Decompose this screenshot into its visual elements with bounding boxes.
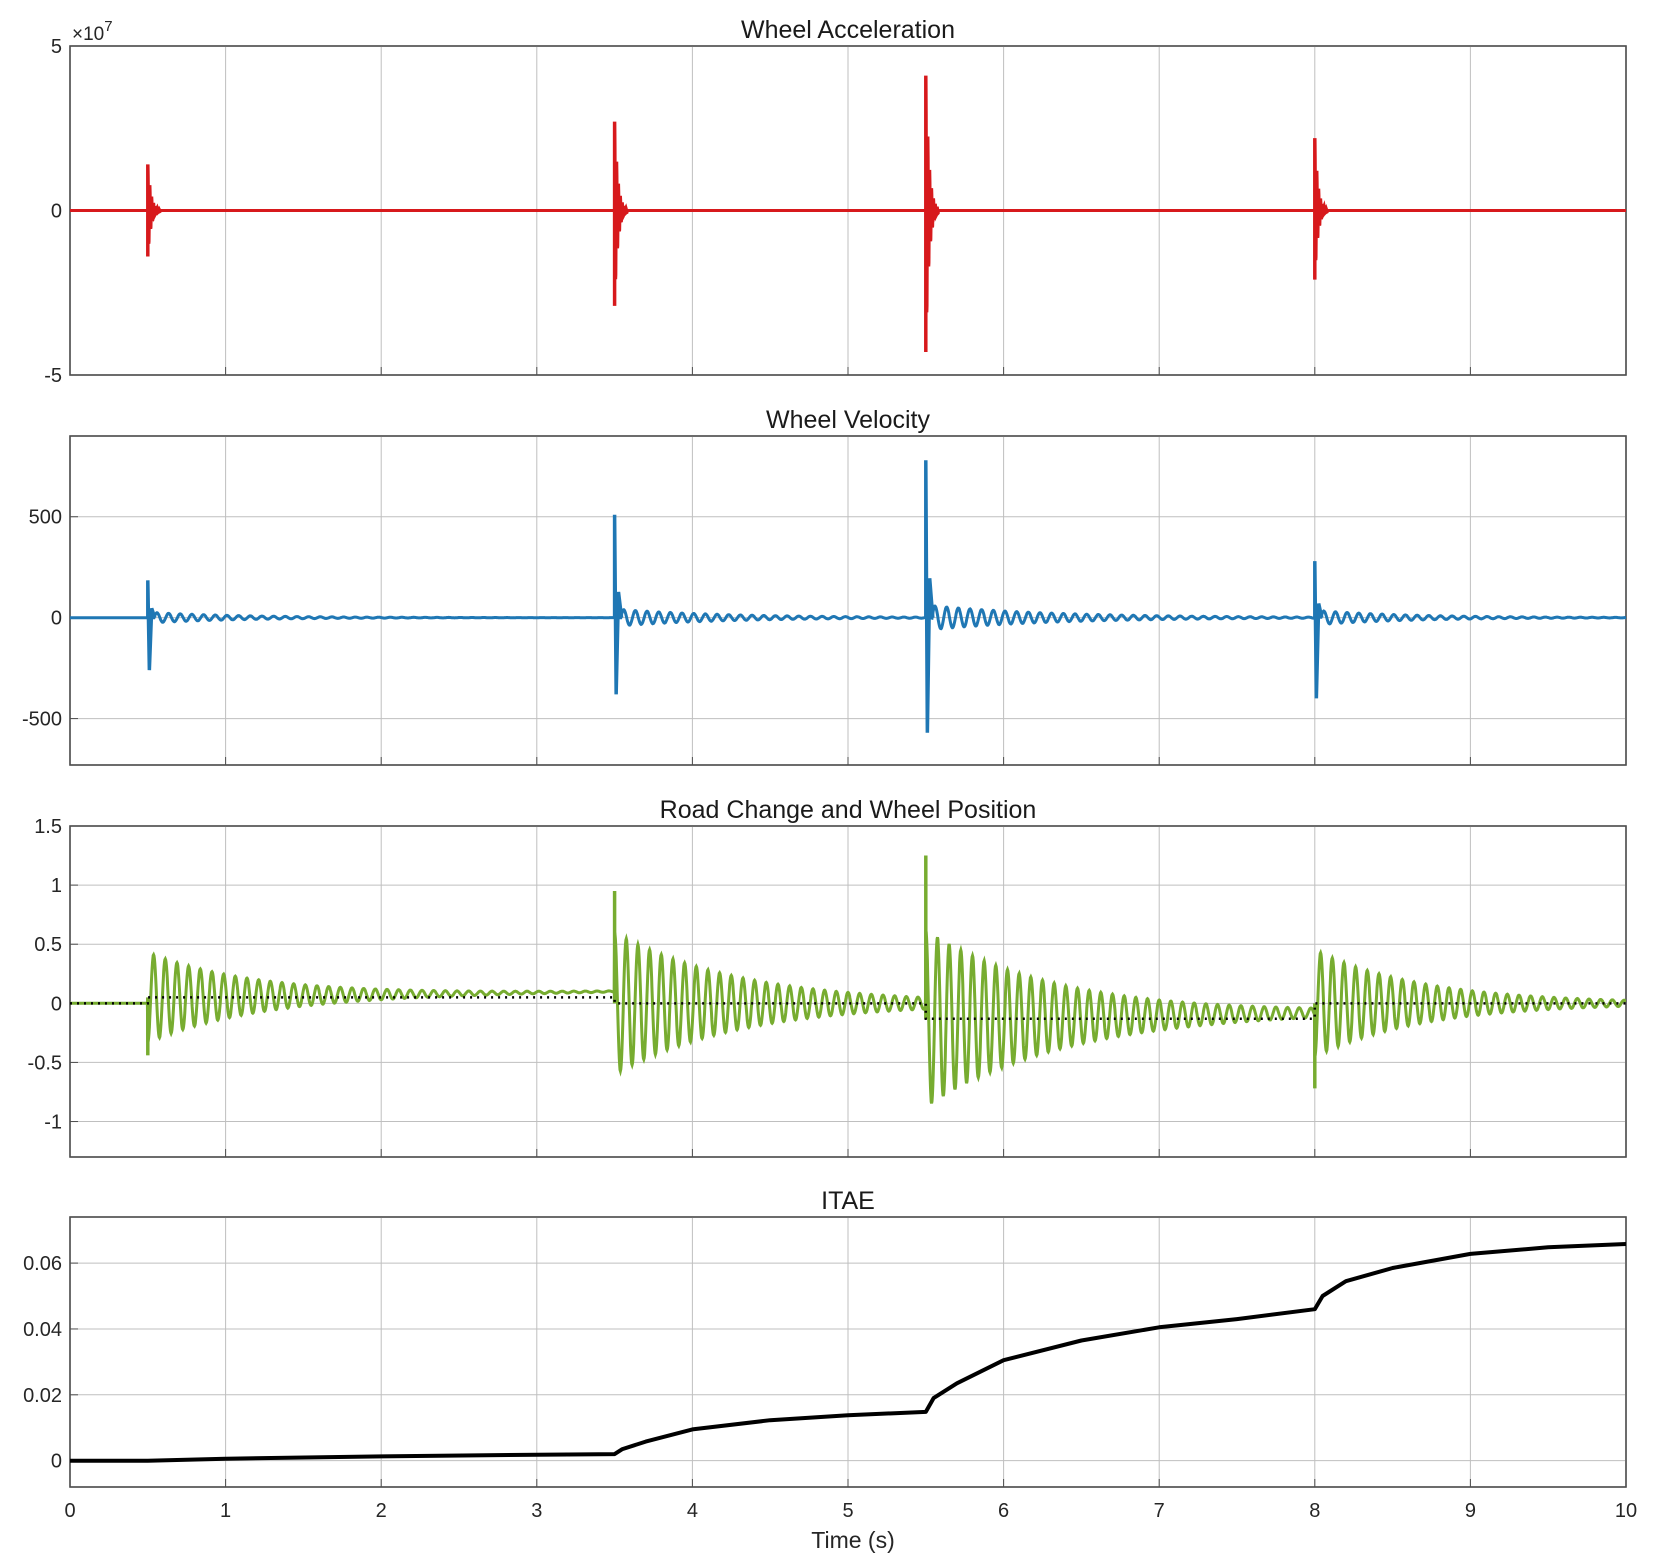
x-tick-label: 8 bbox=[1309, 1500, 1320, 1522]
x-axis-label: Time (s) bbox=[811, 1527, 894, 1553]
y-tick-label: 1 bbox=[51, 875, 62, 897]
panel-title: Wheel Velocity bbox=[766, 406, 930, 434]
y-tick-label: 0 bbox=[51, 993, 62, 1015]
acceleration-spike bbox=[924, 75, 940, 352]
x-tick-label: 7 bbox=[1154, 1500, 1165, 1522]
plot-content bbox=[70, 1242, 1626, 1463]
x-tick-label: 4 bbox=[687, 1500, 698, 1522]
y-tick-label: 0 bbox=[51, 1451, 62, 1473]
y-exponent-label: ×107 bbox=[72, 18, 113, 45]
x-axis: 0 1 2 3 4 5 6 7 8 9 10 bbox=[64, 1500, 1637, 1522]
acceleration-spike bbox=[612, 121, 629, 306]
y-tick-label: -1 bbox=[44, 1112, 62, 1134]
x-tick-label: 6 bbox=[998, 1500, 1009, 1522]
x-tick-label: 2 bbox=[376, 1500, 387, 1522]
y-tick-label: -0.5 bbox=[28, 1052, 62, 1074]
panel-title: Road Change and Wheel Position bbox=[660, 796, 1037, 824]
y-tick-label: -500 bbox=[22, 709, 62, 731]
panels: -5 0 5 Wheel Acceleration ×107 -500 0 500 Wheel … bbox=[22, 16, 1627, 1488]
panel-1: -5 0 5 Wheel Acceleration ×107 bbox=[44, 16, 1627, 387]
panel-title: Wheel Acceleration bbox=[741, 16, 955, 44]
x-tick-label: 0 bbox=[64, 1500, 75, 1522]
x-tick-label: 9 bbox=[1465, 1500, 1476, 1522]
panel-title: ITAE bbox=[821, 1187, 875, 1215]
plot-content bbox=[70, 855, 1626, 1104]
velocity-spike bbox=[612, 514, 624, 695]
plot-frame bbox=[69, 1216, 1627, 1488]
series-line-velocity bbox=[70, 604, 1626, 631]
x-tick-label: 10 bbox=[1615, 1500, 1637, 1522]
series-line-wheel-position bbox=[70, 929, 1626, 1104]
series-line-itae bbox=[70, 1242, 1626, 1463]
velocity-spike bbox=[1313, 561, 1324, 699]
x-tick-label: 1 bbox=[220, 1500, 231, 1522]
plot-content bbox=[70, 75, 1626, 352]
panel-4: 0 0.02 0.04 0.06 ITAE bbox=[23, 1187, 1627, 1488]
y-tick-label: 0.06 bbox=[23, 1253, 62, 1275]
y-tick-label: 5 bbox=[51, 36, 62, 58]
y-tick-label: 1.5 bbox=[34, 816, 62, 838]
panel-2: -500 0 500 Wheel Velocity bbox=[22, 406, 1627, 766]
y-tick-label: 0 bbox=[51, 608, 62, 630]
x-tick-label: 5 bbox=[842, 1500, 853, 1522]
y-tick-label: 500 bbox=[29, 507, 62, 529]
y-tick-label: 0.04 bbox=[23, 1319, 62, 1341]
velocity-spike bbox=[146, 580, 157, 671]
y-tick-label: -5 bbox=[44, 365, 62, 387]
y-tick-label: 0.02 bbox=[23, 1385, 62, 1407]
panel-3: -1 -0.5 0 0.5 1 1.5 Road Change and Wheel Posi… bbox=[28, 796, 1627, 1158]
y-tick-label: 0.5 bbox=[34, 934, 62, 956]
acceleration-spike bbox=[146, 164, 162, 257]
x-tick-label: 3 bbox=[531, 1500, 542, 1522]
y-tick-label: 0 bbox=[51, 201, 62, 223]
plot-frame bbox=[69, 435, 1627, 766]
acceleration-spike bbox=[1313, 138, 1329, 280]
plot-frame bbox=[69, 825, 1627, 1158]
